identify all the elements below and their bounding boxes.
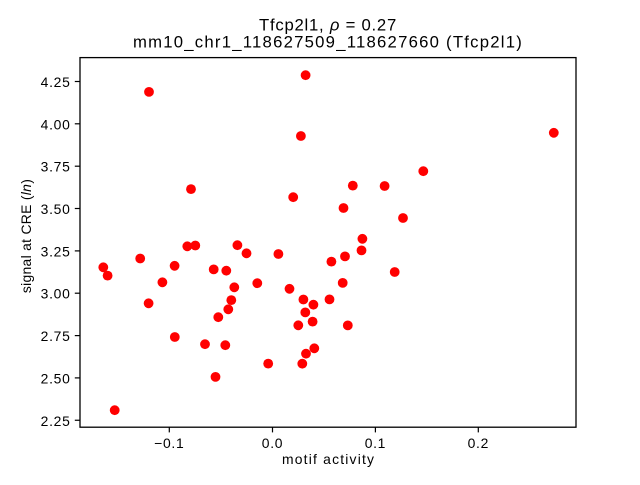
svg-text:0.1: 0.1: [365, 435, 386, 451]
svg-text:mm10_chr1_118627509_118627660: mm10_chr1_118627509_118627660 (Tfcp2l1): [133, 33, 523, 52]
svg-text:motif activity: motif activity: [282, 451, 375, 467]
svg-text:2.50: 2.50: [41, 370, 71, 386]
svg-text:0.0: 0.0: [262, 435, 283, 451]
svg-text:2.25: 2.25: [41, 413, 71, 429]
svg-text:0.2: 0.2: [468, 435, 489, 451]
svg-text:−0.1: −0.1: [154, 435, 184, 451]
svg-text:2.75: 2.75: [41, 328, 71, 344]
svg-text:4.25: 4.25: [41, 74, 71, 90]
svg-text:3.25: 3.25: [41, 243, 71, 259]
svg-text:signal at CRE (ln): signal at CRE (ln): [18, 179, 34, 293]
svg-text:3.75: 3.75: [41, 159, 71, 175]
svg-text:3.00: 3.00: [41, 286, 71, 302]
svg-text:3.50: 3.50: [41, 201, 71, 217]
svg-text:Tfcp2l1, ρ = 0.27: Tfcp2l1, ρ = 0.27: [259, 15, 397, 34]
svg-text:4.00: 4.00: [41, 116, 71, 132]
